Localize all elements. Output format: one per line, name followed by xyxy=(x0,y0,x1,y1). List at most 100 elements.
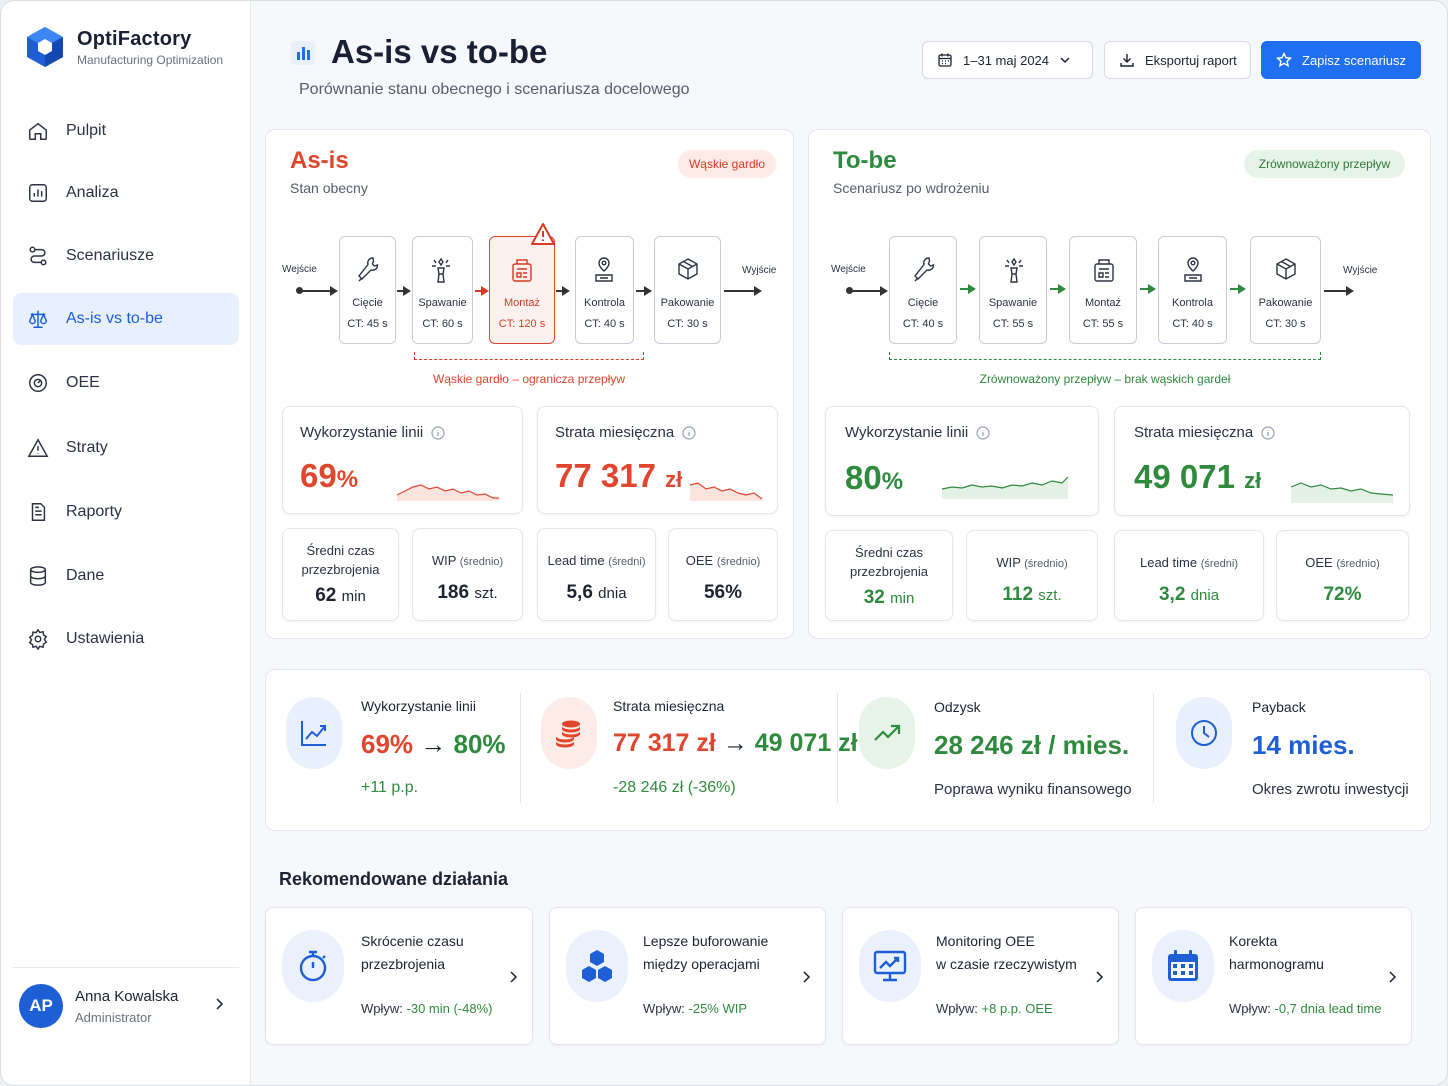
flow-output-label: Wyjście xyxy=(742,265,777,276)
info-icon[interactable] xyxy=(976,425,990,440)
document-icon xyxy=(31,503,46,521)
kpi-oee-card: OEE (średnio) 56% xyxy=(668,528,778,621)
station-assembly[interactable]: Montaż CT: 55 s xyxy=(1069,236,1137,344)
summary-payback-label: Payback xyxy=(1252,699,1306,715)
station-cutting[interactable]: Cięcie CT: 40 s xyxy=(889,236,957,344)
rec-icon-wrap xyxy=(1152,930,1214,1002)
divider xyxy=(520,693,521,803)
kpi-label: Lead time (średni) xyxy=(547,553,646,568)
summary-payback-value: 14 mies. xyxy=(1252,730,1355,760)
sidebar-item-label: OEE xyxy=(66,374,100,391)
station-name: Kontrola xyxy=(1172,297,1213,309)
recommendation-card-oee-monitoring[interactable]: Monitoring OEE w czasie rzeczywistym Wpły… xyxy=(842,907,1119,1045)
logo[interactable]: OptiFactory Manufacturing Optimization xyxy=(25,25,223,69)
recommendation-card-changeover[interactable]: Skrócenie czasu przezbrojenia Wpływ: -30 … xyxy=(265,907,533,1045)
sidebar-item-label: Raporty xyxy=(66,503,123,520)
sidebar-item-pulpit[interactable]: Pulpit xyxy=(13,105,239,157)
bar-chart-icon xyxy=(29,184,47,202)
kpi-label: WIP (średnio) xyxy=(431,553,504,568)
user-profile[interactable]: AP Anna Kowalska Administrator xyxy=(13,967,239,1047)
welding-torch-icon xyxy=(1005,257,1023,283)
sidebar-item-as-is-vs-to-be[interactable]: As-is vs to-be xyxy=(13,293,239,345)
info-icon[interactable] xyxy=(1261,425,1275,440)
station-welding[interactable]: Spawanie CT: 55 s xyxy=(979,236,1047,344)
info-icon[interactable] xyxy=(682,425,696,440)
divider xyxy=(1153,693,1154,803)
kpi-wip-card: WIP (średnio) 112 szt. xyxy=(966,530,1098,621)
station-packing[interactable]: Pakowanie CT: 30 s xyxy=(654,236,721,344)
cubes-icon xyxy=(582,950,612,982)
utilization-label: Wykorzystanie linii xyxy=(845,424,990,441)
station-inspection[interactable]: Kontrola CT: 40 s xyxy=(1158,236,1227,344)
summary-utilization-icon-wrap xyxy=(286,697,342,769)
sidebar-item-dane[interactable]: Dane xyxy=(13,550,239,602)
save-scenario-button[interactable]: Zapisz scenariusz xyxy=(1261,41,1421,79)
kpi-oee-card: OEE (średnio) 72% xyxy=(1276,530,1409,621)
flow-arrow xyxy=(1324,286,1354,296)
warning-icon xyxy=(27,438,49,457)
balanced-bracket xyxy=(889,352,1321,360)
monthly-loss-label: Strata miesięczna xyxy=(1134,424,1275,441)
trend-chart-icon xyxy=(301,721,326,746)
summary-recovery-label: Odzysk xyxy=(934,699,981,715)
chevron-right-icon xyxy=(510,971,518,983)
flow-arrow xyxy=(850,286,888,296)
utilization-value: 80% xyxy=(845,459,904,496)
station-name: Spawanie xyxy=(418,297,467,309)
utilization-card: Wykorzystanie linii 80% xyxy=(825,406,1099,516)
package-icon xyxy=(1276,258,1296,280)
warning-icon xyxy=(531,223,555,245)
sidebar-item-analiza[interactable]: Analiza xyxy=(13,167,239,219)
recommendation-card-buffering[interactable]: Lepsze buforowanie między operacjami Wpły… xyxy=(549,907,826,1045)
station-cycle-time: CT: 45 s xyxy=(347,318,388,330)
kpi-value: 62 min xyxy=(315,585,366,606)
flow-input-label: Wejście xyxy=(282,264,317,275)
flow-arrow xyxy=(1050,284,1066,294)
station-cycle-time: CT: 60 s xyxy=(422,318,463,330)
flow-arrow xyxy=(556,286,570,296)
summary-payback-icon-wrap xyxy=(1176,697,1232,769)
assembly-box-icon xyxy=(1094,259,1114,282)
recommendation-card-schedule[interactable]: Korekta harmonogramu Wpływ: -0,7 dnia lea… xyxy=(1135,907,1412,1045)
calendar-icon xyxy=(938,53,952,67)
chevron-down-icon xyxy=(1060,57,1070,64)
gear-icon xyxy=(28,628,48,650)
kpi-label: Średni czas przezbrojenia xyxy=(301,543,380,577)
kpi-leadtime-card: Lead time (średni) 5,6 dnia xyxy=(537,528,656,621)
user-role: Administrator xyxy=(75,1010,152,1025)
sidebar-item-ustawienia[interactable]: Ustawienia xyxy=(13,613,239,665)
flow-arrow xyxy=(636,286,652,296)
coins-stack-icon xyxy=(556,720,580,748)
monitor-chart-icon xyxy=(873,950,907,982)
rec-icon-wrap xyxy=(282,930,344,1002)
sidebar-item-raporty[interactable]: Raporty xyxy=(13,486,239,538)
flow-arrow xyxy=(960,284,976,294)
as-is-panel: As-is Stan obecny Wąskie gardło Wejście … xyxy=(265,129,794,639)
kpi-changeover-card: Średni czas przezbrojenia 62 min xyxy=(282,528,399,621)
station-assembly-bottleneck[interactable]: Montaż CT: 120 s xyxy=(489,236,555,344)
monthly-loss-sparkline xyxy=(689,482,763,501)
station-inspection[interactable]: Kontrola CT: 40 s xyxy=(575,236,634,344)
sidebar-item-label: Scenariusze xyxy=(66,247,155,264)
date-range-picker[interactable]: 1–31 maj 2024 xyxy=(922,41,1093,79)
summary-recovery-value: 28 246 zł / mies. xyxy=(934,730,1130,760)
station-packing[interactable]: Pakowanie CT: 30 s xyxy=(1250,236,1321,344)
flow-input-label: Wejście xyxy=(831,264,866,275)
info-icon[interactable] xyxy=(431,425,445,440)
station-name: Montaż xyxy=(503,297,541,309)
station-welding[interactable]: Spawanie CT: 60 s xyxy=(412,236,473,344)
sidebar-item-oee[interactable]: OEE xyxy=(13,357,239,409)
chevron-right-icon xyxy=(1096,971,1104,983)
summary-utilization-value: 69% → 80% xyxy=(361,729,506,759)
sidebar-item-label: Ustawienia xyxy=(66,630,145,647)
station-cycle-time: CT: 120 s xyxy=(498,318,546,330)
sidebar-item-scenariusze[interactable]: Scenariusze xyxy=(13,230,239,282)
sidebar-item-straty[interactable]: Straty xyxy=(13,422,239,474)
export-report-button[interactable]: Eksportuj raport xyxy=(1104,41,1251,79)
chevron-right-icon[interactable] xyxy=(211,996,227,1012)
sidebar: OptiFactory Manufacturing Optimization P… xyxy=(1,1,251,1085)
station-cutting[interactable]: Cięcie CT: 45 s xyxy=(339,236,396,344)
kpi-wip-card: WIP (średnio) 186 szt. xyxy=(412,528,523,621)
monthly-loss-sparkline xyxy=(1290,482,1394,503)
